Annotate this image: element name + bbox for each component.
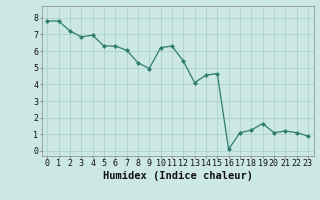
X-axis label: Humidex (Indice chaleur): Humidex (Indice chaleur) [103, 171, 252, 181]
